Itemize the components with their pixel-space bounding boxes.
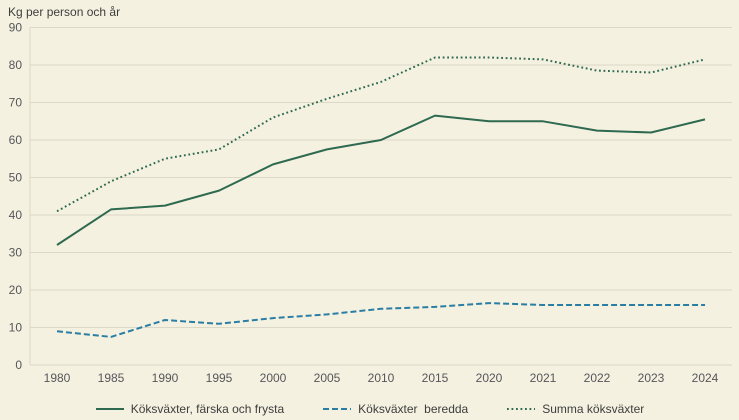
y-tick-label: 20 xyxy=(9,283,23,297)
x-tick-label: 2005 xyxy=(314,371,341,385)
legend-item-farska-frysta[interactable]: Köksväxter, färska och frysta xyxy=(95,402,284,416)
y-tick-label: 40 xyxy=(9,208,23,222)
x-tick-label: 2021 xyxy=(530,371,557,385)
x-tick-label: 2000 xyxy=(260,371,287,385)
x-tick-label: 1995 xyxy=(206,371,233,385)
y-tick-label: 10 xyxy=(9,321,23,335)
x-tick-label: 2024 xyxy=(692,371,719,385)
y-tick-label: 30 xyxy=(9,246,23,260)
chart-title: Kg per person och år xyxy=(8,5,121,19)
line-chart: 0 10 20 30 40 50 60 70 80 90 1980 1985 1990 1995 2000 2… xyxy=(9,21,732,385)
legend-swatch-dashed-line-icon xyxy=(323,408,352,410)
y-tick-label: 50 xyxy=(9,171,23,185)
y-tick-label: 80 xyxy=(9,58,23,72)
x-tick-label: 1980 xyxy=(44,371,71,385)
y-tick-label: 70 xyxy=(9,96,23,110)
x-tick-label: 2010 xyxy=(368,371,395,385)
legend-label: Köksväxter, färska och frysta xyxy=(130,402,285,416)
y-tick-label: 90 xyxy=(9,21,23,35)
series-line-solid xyxy=(56,114,706,246)
chart-legend: Köksväxter, färska och frysta Köksväxter… xyxy=(0,402,739,416)
x-tick-label: 2022 xyxy=(584,371,611,385)
x-tick-label: 2015 xyxy=(422,371,449,385)
y-tick-label: 0 xyxy=(15,358,22,372)
series-line-dotted xyxy=(56,56,706,213)
x-tick-label: 1985 xyxy=(98,371,125,385)
legend-swatch-solid-line-icon xyxy=(95,408,124,410)
legend-swatch-dotted-line-icon xyxy=(507,408,536,410)
series-line-dashed xyxy=(56,302,705,338)
y-tick-label: 60 xyxy=(9,133,23,147)
x-tick-label: 1990 xyxy=(152,371,179,385)
legend-item-beredda[interactable]: Köksväxter beredda xyxy=(322,402,468,416)
legend-item-summa[interactable]: Summa köksväxter xyxy=(506,402,644,416)
legend-label: Summa köksväxter xyxy=(542,402,645,416)
x-tick-label: 2020 xyxy=(476,371,503,385)
legend-label: Köksväxter beredda xyxy=(358,402,469,416)
x-tick-label: 2023 xyxy=(638,371,665,385)
